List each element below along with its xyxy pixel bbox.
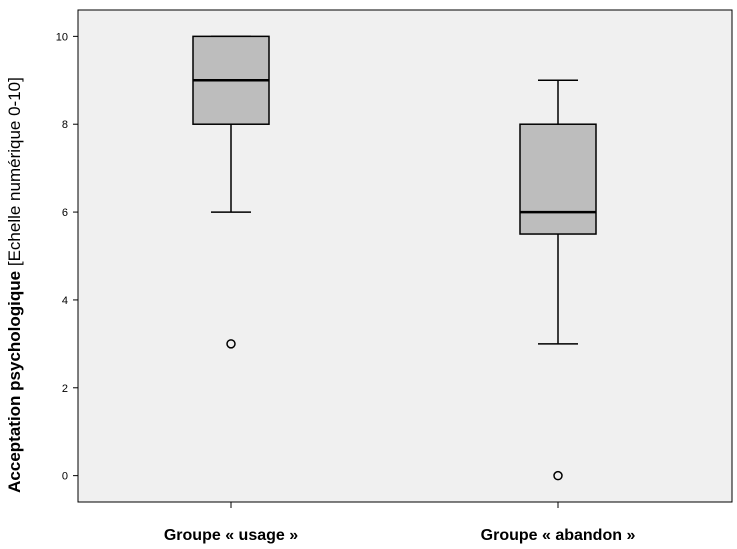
x-category-label: Groupe « abandon » bbox=[481, 527, 636, 544]
plot-area bbox=[77, 9, 733, 503]
x-category-label: Groupe « usage » bbox=[164, 527, 298, 544]
y-axis-label: Acceptation psychologique [Echelle numér… bbox=[5, 77, 24, 493]
y-tick-label: 2 bbox=[62, 383, 68, 395]
outlier-point bbox=[226, 339, 236, 349]
y-tick-label: 6 bbox=[62, 207, 68, 219]
outlier-point bbox=[553, 470, 563, 481]
y-axis-label-bold: Acceptation psychologique bbox=[5, 271, 24, 493]
box-group bbox=[519, 79, 597, 481]
y-tick-label: 10 bbox=[56, 31, 68, 43]
y-tick-label: 4 bbox=[62, 295, 68, 307]
x-axis-ticks: Groupe « usage » Groupe « abandon » bbox=[164, 502, 636, 544]
y-axis-label-rest: [Echelle numérique 0-10] bbox=[5, 77, 24, 271]
box-group bbox=[192, 35, 270, 349]
y-tick-label: 0 bbox=[62, 471, 68, 483]
iqr-box bbox=[519, 123, 597, 235]
y-tick-label: 8 bbox=[62, 119, 68, 131]
y-axis-ticks: 0 2 4 6 8 10 bbox=[56, 31, 78, 483]
boxes-layer bbox=[192, 35, 597, 481]
